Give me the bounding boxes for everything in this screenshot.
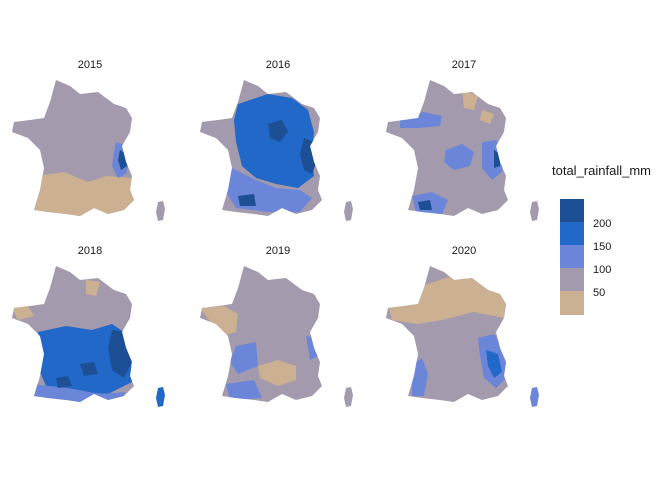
corsica-region [344, 201, 353, 221]
legend-label-50: 50 [593, 287, 605, 299]
rainfall-zone [38, 324, 132, 394]
facet-title: 2018 [78, 245, 102, 257]
rainfall-zone [494, 150, 500, 168]
rainfall-zone [462, 90, 478, 110]
facet-title: 2016 [266, 59, 290, 71]
corsica-region [344, 387, 353, 407]
rainfall-zones [200, 94, 318, 212]
legend-label-150: 150 [593, 241, 611, 253]
corsica-region [530, 201, 539, 221]
legend: total_rainfall_mm 200 150 100 50 [552, 163, 651, 315]
rainfall-zone [486, 350, 502, 378]
facet-panel-2020: 2020 [386, 245, 539, 407]
legend-key-100 [560, 268, 584, 292]
facet-panel-2016: 2016 [200, 59, 353, 221]
rainfall-zone [418, 200, 432, 210]
facet-panels: 2015 2016 2017 2018 2019 2020 [12, 59, 539, 407]
legend-key-50 [560, 291, 584, 315]
facet-panel-2018: 2018 [12, 245, 165, 407]
rainfall-zone [12, 306, 34, 320]
france-mainland-region [200, 266, 322, 402]
facet-title: 2020 [452, 245, 476, 257]
legend-label-200: 200 [593, 218, 611, 230]
rainfall-zone [268, 120, 288, 142]
legend-key-200 [560, 199, 584, 223]
rainfall-zone [230, 342, 258, 374]
rainfall-zone [444, 144, 474, 170]
facet-panel-2017: 2017 [386, 59, 539, 221]
rainfall-zone [258, 360, 296, 386]
rainfall-zone [56, 376, 72, 388]
rainfall-zone [226, 380, 262, 400]
facet-title: 2015 [78, 59, 102, 71]
rainfall-zone [86, 280, 100, 296]
rainfall-zone [200, 306, 238, 336]
facet-title: 2017 [452, 59, 476, 71]
facet-panel-2015: 2015 [12, 59, 165, 221]
rainfall-zone [80, 362, 98, 376]
corsica-region [156, 387, 165, 407]
legend-title: total_rainfall_mm [552, 163, 651, 178]
rainfall-zone [34, 172, 134, 216]
legend-key-125 [560, 245, 584, 269]
facet-panel-2019: 2019 [200, 245, 353, 407]
rainfall-zone [238, 194, 256, 206]
legend-key-150 [560, 222, 584, 246]
rainfall-zone [480, 110, 494, 124]
rainfall-zone [200, 120, 230, 138]
corsica-region [530, 387, 539, 407]
france-mainland-region [386, 80, 508, 216]
legend-label-100: 100 [593, 264, 611, 276]
rainfall-zone [234, 94, 314, 188]
corsica-region [156, 201, 165, 221]
facet-title: 2019 [266, 245, 290, 257]
rainfall-zone [412, 358, 428, 396]
